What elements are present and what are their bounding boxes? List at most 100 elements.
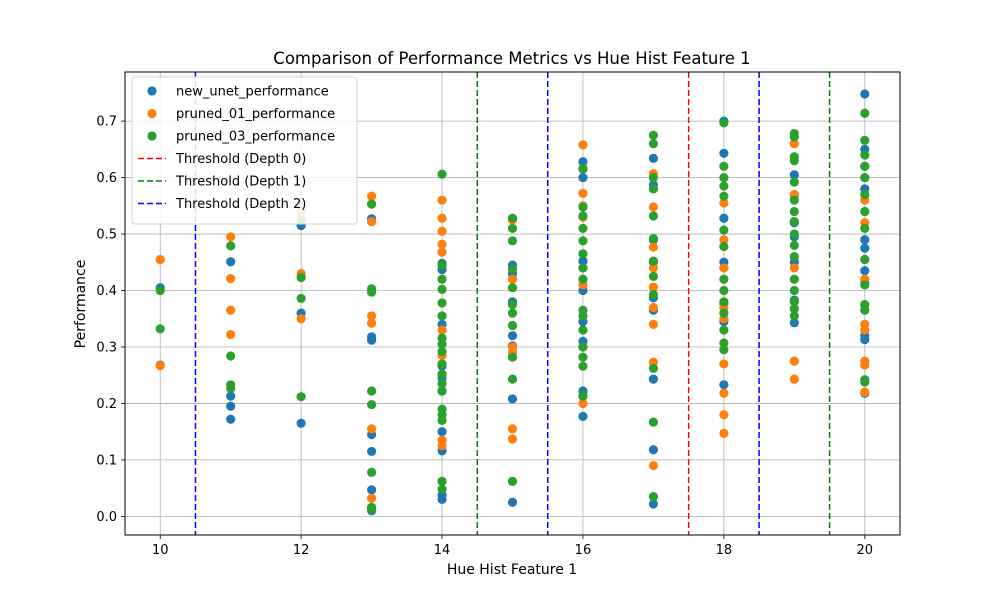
x-tick-label: 10: [152, 543, 169, 558]
scatter-point: [648, 172, 659, 183]
scatter-point: [578, 172, 588, 183]
scatter-point: [437, 195, 447, 205]
x-tick-label: 14: [434, 543, 451, 558]
scatter-point: [226, 274, 236, 284]
scatter-point: [437, 484, 447, 494]
x-tick-label: 12: [293, 543, 310, 558]
scatter-point: [578, 202, 588, 212]
scatter-point: [719, 148, 729, 158]
scatter-point: [719, 410, 729, 420]
scatter-point: [507, 476, 518, 486]
scatter-point: [578, 352, 588, 362]
scatter-point: [366, 191, 377, 201]
scatter-point: [719, 213, 729, 223]
scatter-point: [648, 417, 659, 427]
scatter-point: [789, 170, 799, 180]
scatter-point: [789, 374, 799, 384]
scatter-point: [578, 256, 588, 266]
scatter-point: [226, 305, 236, 315]
scatter-point: [437, 284, 447, 294]
scatter-point: [578, 274, 588, 284]
scatter-point: [155, 254, 165, 265]
scatter-point: [648, 211, 659, 221]
scatter-point: [860, 161, 870, 171]
scatter-point: [648, 282, 659, 292]
scatter-point: [507, 424, 518, 434]
scatter-point: [437, 369, 447, 379]
scatter-point: [437, 346, 447, 357]
scatter-point: [789, 356, 799, 366]
scatter-point: [578, 342, 588, 352]
scatter-point: [719, 338, 729, 348]
legend-label: pruned_03_performance: [176, 130, 335, 145]
scatter-point: [366, 446, 377, 457]
scatter-point: [648, 184, 659, 194]
scatter-point: [507, 320, 518, 331]
scatter-point: [437, 427, 447, 437]
scatter-point: [366, 311, 377, 321]
legend-label: pruned_01_performance: [176, 107, 335, 122]
scatter-point: [860, 280, 870, 290]
scatter-point: [366, 386, 377, 396]
scatter-point: [648, 289, 659, 300]
scatter-point: [155, 324, 165, 334]
scatter-point: [578, 236, 588, 246]
scatter-point: [719, 181, 729, 191]
scatter-point: [860, 150, 870, 160]
scatter-point: [507, 264, 518, 274]
scatter-point: [226, 241, 236, 251]
scatter-point: [437, 169, 447, 179]
y-tick-label: 0.5: [96, 228, 117, 243]
scatter-point: [155, 285, 165, 296]
scatter-point: [789, 303, 799, 314]
legend-label: Threshold (Depth 2): [175, 197, 306, 212]
scatter-point: [719, 274, 729, 284]
y-tick-label: 0.6: [96, 171, 117, 186]
scatter-point: [719, 380, 729, 390]
y-tick-label: 0.7: [96, 115, 117, 130]
scatter-point: [437, 476, 447, 486]
scatter-point: [648, 233, 659, 244]
legend-label: Threshold (Depth 1): [175, 175, 306, 190]
scatter-point: [226, 401, 236, 411]
scatter-point: [366, 399, 377, 410]
scatter-point: [578, 411, 588, 422]
scatter-point: [296, 293, 306, 304]
scatter-point: [366, 485, 377, 495]
y-tick-label: 0.0: [96, 510, 117, 525]
scatter-point: [226, 329, 236, 340]
scatter-point: [860, 108, 870, 118]
scatter-point: [719, 297, 729, 307]
scatter-point: [789, 177, 799, 187]
scatter-point: [226, 232, 236, 242]
scatter-point: [226, 391, 236, 401]
scatter-point: [366, 318, 377, 328]
y-tick-label: 0.1: [96, 453, 117, 468]
scatter-point: [437, 274, 447, 284]
scatter-point: [437, 441, 447, 451]
scatter-point: [578, 211, 588, 221]
scatter-point: [366, 424, 377, 434]
scatter-point: [366, 217, 377, 227]
scatter-point: [789, 274, 799, 284]
scatter-point: [437, 298, 447, 308]
legend-box: [131, 76, 358, 225]
scatter-point: [226, 257, 236, 267]
scatter-point: [860, 206, 870, 217]
legend-label: new_unet_performance: [176, 85, 329, 100]
scatter-point: [719, 172, 729, 183]
scatter-point: [507, 394, 518, 404]
scatter-point: [507, 434, 518, 444]
scatter-point: [789, 206, 799, 217]
scatter-point: [648, 460, 659, 471]
scatter-point: [719, 428, 729, 438]
scatter-point: [507, 300, 518, 310]
scatter-point: [719, 325, 729, 335]
scatter-point: [789, 297, 799, 307]
scatter-point: [719, 388, 729, 398]
scatter-point: [860, 89, 870, 99]
scatter-point: [437, 325, 447, 335]
scatter-point: [437, 339, 447, 349]
scatter-point: [648, 374, 659, 384]
scatter-point: [507, 236, 518, 246]
